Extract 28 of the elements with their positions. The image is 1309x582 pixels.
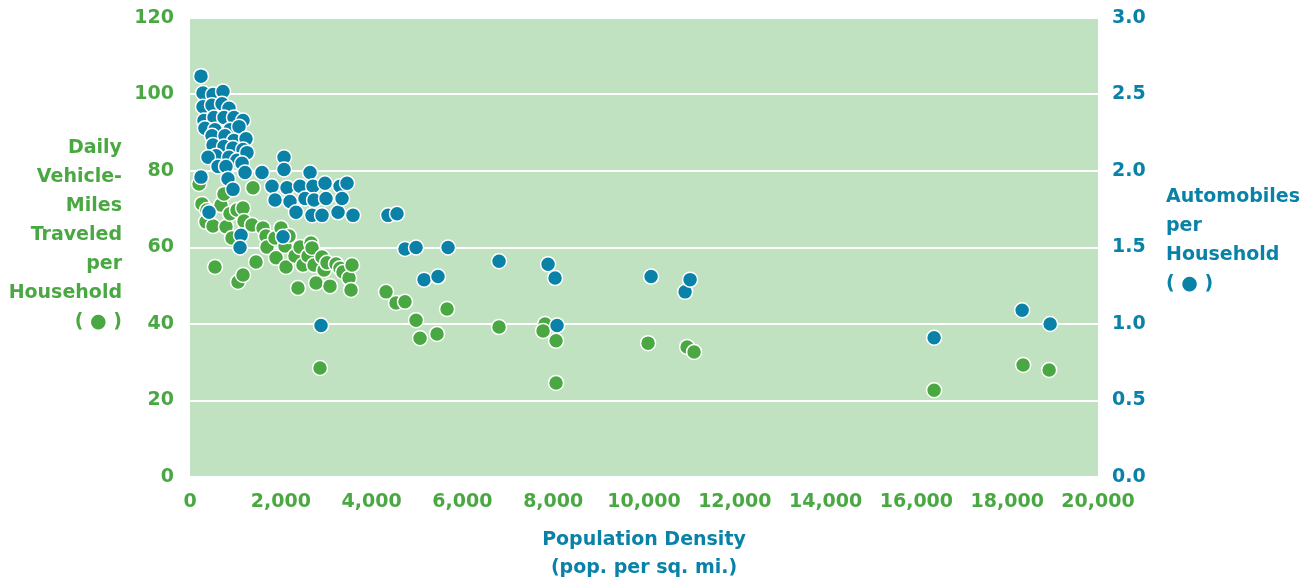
y2-tick-label: 3.0: [1112, 4, 1146, 27]
y2-tick-label: 2.0: [1112, 157, 1146, 180]
y-tick-label: 0: [160, 463, 174, 486]
x-axis-title: Population Density (pop. per sq. mi.): [541, 526, 747, 579]
y2-tick-label: 1.5: [1112, 234, 1146, 257]
x-tick-label: 16,000: [879, 489, 954, 512]
x-tick-label: 20,000: [1061, 489, 1135, 512]
y-tick-label: 20: [147, 387, 174, 410]
y2-axis-title: Automobiles per Household ( ● ): [1166, 183, 1302, 295]
x-tick-label: 8,000: [523, 489, 584, 512]
y-tick-label: 80: [147, 157, 174, 180]
x-tick-label: 10,000: [607, 489, 681, 512]
y-tick-label: 100: [134, 81, 174, 104]
x-tick-label: 14,000: [788, 489, 863, 512]
y2-tick-label: 0.5: [1112, 387, 1146, 410]
y-tick-label: 40: [147, 310, 174, 333]
x-tick-label: 18,000: [970, 489, 1044, 512]
y-axis-title: Daily Vehicle-Miles Traveled per Household ( ● ): [7, 134, 122, 333]
y2-tick-label: 2.5: [1112, 81, 1146, 104]
y2-tick-label: 0.0: [1112, 463, 1146, 486]
y-tick-label: 60: [147, 234, 174, 257]
x-tick-label: 12,000: [698, 489, 772, 512]
y2-tick-label: 1.0: [1112, 310, 1146, 333]
y-tick-label: 120: [134, 4, 174, 27]
x-tick-label: 6,000: [432, 489, 493, 512]
x-tick-label: 4,000: [341, 489, 402, 512]
x-tick-label: 2,000: [250, 489, 311, 512]
x-tick-label: 0: [183, 489, 197, 512]
